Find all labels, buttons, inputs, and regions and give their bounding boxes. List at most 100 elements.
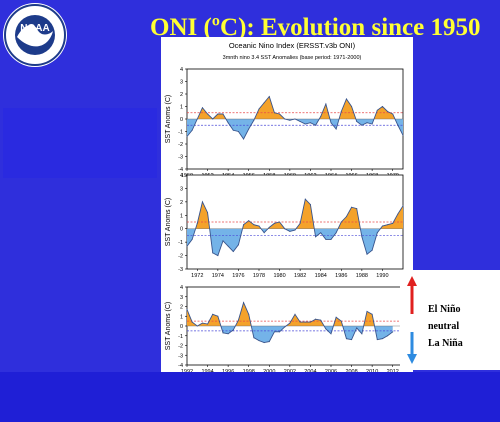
data-point-1 [263, 102, 265, 104]
ytick-label-3: 3 [180, 295, 183, 301]
data-point-1 [361, 124, 363, 126]
footer-bar [0, 372, 500, 422]
data-point-2 [201, 201, 203, 203]
data-point-1 [196, 118, 198, 120]
data-point-2 [320, 232, 322, 234]
ytick-label-2: -1 [178, 240, 183, 246]
data-point-1 [335, 128, 337, 130]
warm-anomaly-area-1 [187, 96, 403, 119]
data-point-2 [402, 205, 404, 207]
ylabel-3: SST Anoms (C) [165, 302, 172, 351]
data-point-3 [284, 326, 286, 328]
data-point-1 [191, 129, 193, 131]
data-point-1 [366, 122, 368, 124]
data-point-2 [392, 222, 394, 224]
data-point-3 [371, 313, 373, 315]
data-point-3 [304, 321, 306, 323]
data-point-3 [340, 320, 342, 322]
data-point-1 [243, 138, 245, 140]
legend-neutral: neutral [428, 321, 460, 332]
data-point-2 [222, 240, 224, 242]
data-point-3 [325, 328, 327, 330]
ytick-label-3: -1 [178, 334, 183, 340]
data-point-3 [248, 313, 250, 315]
xtick-label-2: 1988 [356, 273, 368, 279]
data-point-1 [299, 121, 301, 122]
data-point-3 [392, 331, 394, 333]
ytick-label-3: 2 [180, 305, 183, 311]
xtick-label-2: 1986 [335, 273, 347, 279]
noaa-logo: NOAA [3, 3, 67, 67]
data-point-2 [361, 236, 363, 238]
data-point-1 [325, 103, 327, 105]
data-point-1 [258, 108, 260, 110]
data-point-3 [191, 321, 193, 323]
data-point-2 [381, 225, 383, 227]
data-point-1 [340, 111, 342, 112]
legend-panel: El Niño neutral La Niña [400, 270, 500, 370]
data-point-1 [201, 107, 203, 109]
data-point-1 [279, 113, 281, 115]
data-point-1 [309, 122, 311, 124]
data-point-1 [392, 113, 394, 115]
data-point-1 [381, 106, 383, 107]
ytick-label-1: 2 [180, 92, 183, 98]
data-point-1 [294, 118, 296, 120]
logo-text: NOAA [20, 23, 49, 34]
data-point-2 [227, 245, 229, 247]
data-point-3 [186, 308, 188, 310]
ytick-label-2: 1 [180, 213, 183, 219]
data-point-1 [289, 119, 291, 121]
data-point-3 [299, 321, 301, 323]
data-point-2 [268, 226, 270, 228]
data-point-3 [243, 302, 245, 304]
ytick-label-3: 1 [180, 314, 183, 320]
legend-la-nina: La Niña [428, 338, 463, 349]
data-point-1 [217, 113, 219, 115]
ytick-label-1: 1 [180, 105, 183, 111]
xtick-label-2: 1990 [376, 273, 388, 279]
data-point-2 [273, 222, 275, 224]
data-point-3 [207, 323, 209, 325]
data-point-1 [248, 128, 250, 130]
data-point-2 [340, 221, 342, 223]
warm-anomaly-area-3 [187, 302, 393, 326]
data-point-3 [201, 322, 203, 324]
data-point-1 [387, 111, 389, 112]
xtick-label-2: 1972 [191, 273, 203, 279]
data-point-1 [273, 112, 275, 114]
data-point-2 [315, 236, 317, 238]
data-point-3 [196, 325, 198, 327]
ytick-label-3: -4 [178, 363, 183, 369]
data-point-2 [325, 238, 327, 240]
ytick-label-1: -4 [178, 167, 183, 173]
ytick-label-2: 2 [180, 200, 183, 206]
page-title: ONI (ºC): Evolution since 1950 [150, 14, 481, 41]
oni-chart: Oceanic Nino Index (ERSST.v3b ONI) 3mnth… [165, 41, 404, 375]
data-point-3 [351, 339, 353, 341]
data-point-3 [279, 331, 281, 333]
data-point-2 [207, 212, 209, 214]
xtick-label-2: 1980 [273, 273, 285, 279]
data-point-2 [294, 229, 296, 231]
ytick-label-2: 3 [180, 186, 183, 192]
data-point-2 [356, 208, 358, 210]
data-point-1 [284, 118, 286, 120]
arrow-up-icon [407, 276, 417, 314]
data-point-1 [320, 116, 322, 117]
data-point-1 [371, 123, 373, 125]
ytick-label-1: -1 [178, 130, 183, 136]
data-point-2 [237, 244, 239, 246]
data-point-2 [284, 228, 286, 230]
ytick-label-2: -3 [178, 267, 183, 273]
data-point-3 [289, 322, 291, 324]
cold-anomaly-area-2 [187, 228, 403, 256]
ytick-label-3: -2 [178, 344, 183, 350]
data-point-3 [387, 335, 389, 337]
data-point-2 [387, 224, 389, 226]
ytick-label-1: -3 [178, 155, 183, 161]
ytick-label-3: -3 [178, 353, 183, 359]
xtick-label-2: 1978 [253, 273, 265, 279]
ytick-label-1: -2 [178, 142, 183, 148]
